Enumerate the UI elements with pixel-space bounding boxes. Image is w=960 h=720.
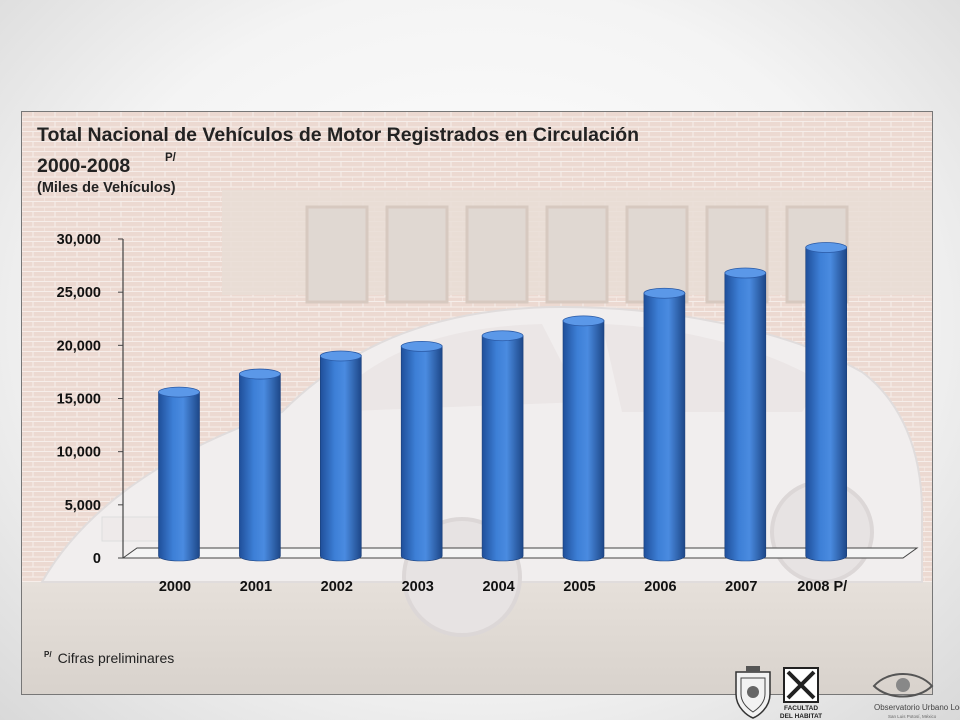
faculty-label-1: FACULTAD <box>784 705 818 712</box>
bar-body <box>158 391 200 562</box>
y-tick-label: 25,000 <box>57 285 101 301</box>
bar-body <box>805 247 847 562</box>
university-crest-logo <box>735 666 771 719</box>
bar-body <box>320 355 362 562</box>
y-tick-label: 5,000 <box>65 498 101 514</box>
x-tick-label: 2005 <box>563 579 595 595</box>
footnote: P/Cifras preliminares <box>44 650 174 666</box>
footnote-mark: P/ <box>44 650 52 660</box>
bar-body <box>400 346 443 562</box>
bar <box>238 368 281 562</box>
bar <box>643 287 686 562</box>
bar-chart: Total Nacional de Vehículos de Motor Reg… <box>37 124 919 595</box>
bars <box>158 242 848 562</box>
observatory-sub: San Luis Potosí, México <box>888 714 937 719</box>
bar <box>724 267 767 562</box>
y-tick-label: 10,000 <box>57 445 101 461</box>
bar-body <box>724 272 767 562</box>
bar-top <box>805 242 848 253</box>
observatory-label: Observatorio Urbano Local <box>874 703 960 712</box>
bar-top <box>158 386 200 398</box>
bar-top <box>643 287 686 299</box>
tick-labels: 0 5,000 10,000 15,000 20,000 25,000 30,000 2000… <box>57 232 848 595</box>
bar-top <box>319 350 362 362</box>
chart-title-years: 2000-2008 <box>37 155 130 177</box>
x-tick-label: 2001 <box>240 579 272 595</box>
y-tick-label: 30,000 <box>57 232 101 248</box>
footnote-text: Cifras preliminares <box>57 650 175 666</box>
bar-body <box>239 373 281 562</box>
x-tick-label: 2007 <box>725 579 757 595</box>
bar <box>805 242 848 562</box>
bar <box>400 340 443 562</box>
bar-top <box>400 340 443 352</box>
observatory-eye-logo: Observatorio Urbano Local San Luis Potos… <box>872 673 960 719</box>
bar <box>158 386 200 562</box>
chart-title-superscript: P/ <box>165 152 177 164</box>
y-tick-label: 0 <box>93 551 101 567</box>
bar-body <box>481 335 524 562</box>
x-tick-label: 2000 <box>159 579 191 595</box>
bar-body <box>643 292 686 562</box>
faculty-label-2: DEL HABITAT <box>780 713 822 720</box>
chart-subtitle: (Miles de Vehículos) <box>37 180 176 196</box>
faculty-logo: FACULTAD DEL HABITAT <box>780 667 822 720</box>
y-tick-label: 15,000 <box>57 392 101 408</box>
x-tick-label: 2003 <box>402 579 434 595</box>
bar <box>481 330 524 562</box>
x-tick-label: 2002 <box>321 579 353 595</box>
slide-frame: Total Nacional de Vehículos de Motor Reg… <box>21 111 933 695</box>
bar-top <box>238 368 281 380</box>
y-tick-label: 20,000 <box>57 338 101 354</box>
bar-top <box>724 267 767 279</box>
bar-body <box>562 320 605 562</box>
bar <box>562 315 605 562</box>
chart-title: Total Nacional de Vehículos de Motor Reg… <box>37 124 639 146</box>
x-tick-label: 2006 <box>644 579 676 595</box>
bar <box>319 350 362 562</box>
x-tick-label: 2008 P/ <box>797 579 847 595</box>
bar-top <box>481 330 524 342</box>
institution-logos: FACULTAD DEL HABITAT Observatorio Urbano… <box>735 666 960 720</box>
bar-top <box>562 315 605 327</box>
x-tick-label: 2004 <box>482 579 514 595</box>
